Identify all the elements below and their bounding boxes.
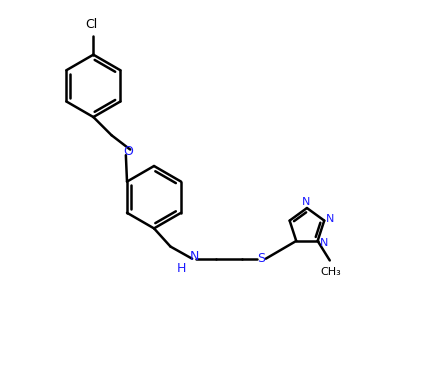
Text: CH₃: CH₃: [320, 267, 341, 278]
Text: N: N: [190, 250, 199, 263]
Text: O: O: [123, 145, 133, 158]
Text: N: N: [326, 214, 335, 224]
Text: S: S: [258, 252, 265, 265]
Text: Cl: Cl: [85, 18, 98, 31]
Text: N: N: [302, 197, 310, 207]
Text: H: H: [177, 262, 186, 275]
Text: N: N: [319, 238, 328, 248]
